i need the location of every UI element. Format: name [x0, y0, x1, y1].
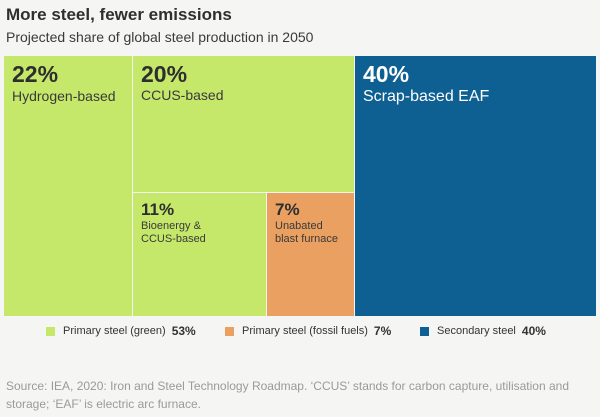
- cell-pct-bioenergy: 11%: [141, 200, 174, 219]
- cell-rect-unabated: [267, 193, 354, 316]
- cell-pct-ccus: 20%: [141, 61, 187, 87]
- cell-hydrogen: 22%Hydrogen-based: [4, 56, 132, 316]
- cell-rect-hydrogen: [4, 56, 132, 316]
- cell-scrap: 40%Scrap-based EAF: [355, 56, 596, 316]
- cell-pct-unabated: 7%: [275, 200, 300, 219]
- cell-label-bioenergy: CCUS-based: [141, 233, 206, 245]
- cell-label-scrap: Scrap-based EAF: [363, 88, 490, 105]
- cell-pct-scrap: 40%: [363, 61, 409, 87]
- legend-item-secondary: Secondary steel 40%: [420, 324, 546, 338]
- cell-label-unabated: Unabated: [275, 220, 323, 232]
- cell-label-unabated: blast furnace: [275, 233, 338, 245]
- cell-rect-bioenergy: [133, 193, 266, 316]
- legend-label-primary-green: Primary steel (green): [63, 325, 166, 337]
- legend-label-primary-fossil: Primary steel (fossil fuels): [242, 325, 368, 337]
- legend-swatch-primary-green: [46, 326, 55, 336]
- legend-label-secondary: Secondary steel: [437, 325, 516, 337]
- cell-bioenergy: 11%Bioenergy &CCUS-based: [133, 193, 266, 316]
- legend-swatch-primary-fossil: [225, 326, 234, 336]
- cell-label-bioenergy: Bioenergy &: [141, 220, 202, 232]
- chart-title: More steel, fewer emissions: [6, 5, 232, 24]
- legend-value-secondary: 40%: [521, 324, 546, 338]
- source-note: Source: IEA, 2020: Iron and Steel Techno…: [6, 379, 569, 411]
- legend-item-primary-fossil: Primary steel (fossil fuels) 7%: [225, 324, 391, 338]
- cell-ccus: 20%CCUS-based: [133, 56, 354, 192]
- cell-label-ccus: CCUS-based: [141, 87, 223, 103]
- legend: Primary steel (green) 53% Primary steel …: [0, 324, 600, 342]
- cell-rect-scrap: [355, 56, 596, 316]
- cell-pct-hydrogen: 22%: [12, 61, 58, 87]
- legend-value-primary-green: 53%: [171, 324, 196, 338]
- legend-swatch-secondary: [420, 326, 429, 336]
- cell-label-hydrogen: Hydrogen-based: [12, 88, 116, 104]
- chart-subtitle: Projected share of global steel producti…: [6, 29, 314, 45]
- cell-rect-ccus: [133, 56, 354, 192]
- legend-value-primary-fossil: 7%: [373, 324, 392, 338]
- legend-item-primary-green: Primary steel (green) 53%: [46, 324, 196, 338]
